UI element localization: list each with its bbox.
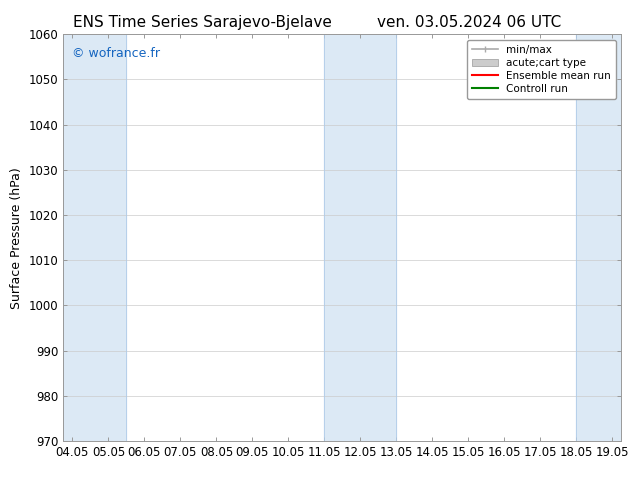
Text: © wofrance.fr: © wofrance.fr bbox=[72, 47, 160, 59]
Bar bbox=[576, 34, 621, 441]
Y-axis label: Surface Pressure (hPa): Surface Pressure (hPa) bbox=[10, 167, 23, 309]
Text: ENS Time Series Sarajevo-Bjelave: ENS Time Series Sarajevo-Bjelave bbox=[74, 15, 332, 30]
Text: ven. 03.05.2024 06 UTC: ven. 03.05.2024 06 UTC bbox=[377, 15, 561, 30]
Legend: min/max, acute;cart type, Ensemble mean run, Controll run: min/max, acute;cart type, Ensemble mean … bbox=[467, 40, 616, 99]
Bar bbox=[325, 34, 396, 441]
Bar bbox=[63, 34, 126, 441]
